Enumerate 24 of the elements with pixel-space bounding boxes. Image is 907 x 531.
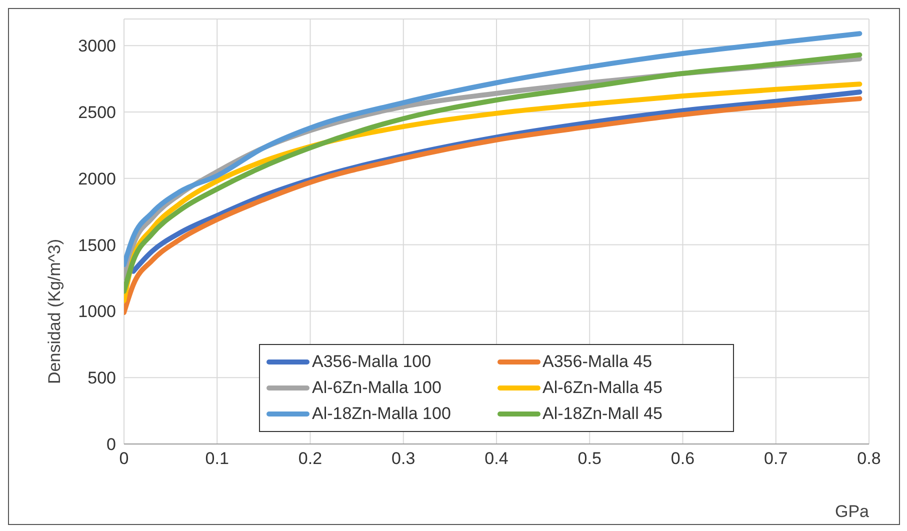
x-tick-label: 0.8 [857,449,881,468]
legend-label: Al-18Zn-Mall 45 [542,404,662,424]
legend-label: Al-18Zn-Malla 100 [312,404,451,424]
y-tick-label: 500 [88,368,116,388]
x-tick-label: 0.4 [484,449,508,468]
x-axis-title: GPa [834,502,869,522]
legend-label: A356-Malla 45 [542,352,652,372]
x-tick-label: 0 [119,449,129,468]
x-tick-label: 0.3 [392,449,416,468]
y-tick-label: 2000 [78,169,116,188]
y-axis-title: Densidad (Kg/m^3) [45,239,64,384]
y-tick-label: 2500 [78,103,116,122]
y-tick-label: 0 [106,435,116,454]
legend-label: A356-Malla 100 [312,352,432,372]
x-tick-label: 0.2 [298,449,322,468]
y-tick-label: 3000 [78,36,116,56]
y-tick-label: 1500 [78,236,116,255]
y-tick-label: 1000 [78,302,116,322]
x-tick-label: 0.7 [764,449,788,468]
legend-label: Al-6Zn-Malla 45 [542,378,662,398]
x-tick-label: 0.6 [670,449,695,468]
x-tick-label: 0.5 [578,449,602,468]
legend-label: Al-6Zn-Malla 100 [312,378,442,398]
x-tick-label: 0.1 [205,449,229,468]
